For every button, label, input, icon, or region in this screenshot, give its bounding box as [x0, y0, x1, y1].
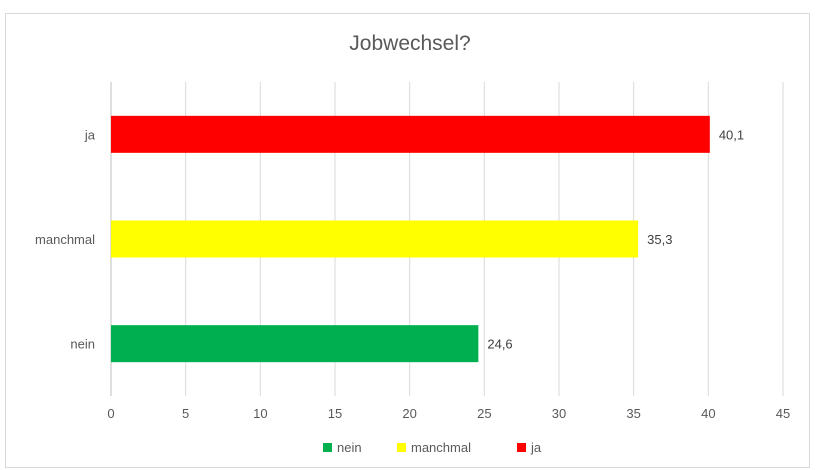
legend-label-ja: ja	[530, 440, 542, 455]
legend-label-manchmal: manchmal	[411, 440, 471, 455]
x-tick-label-15: 15	[328, 406, 342, 421]
x-tick-label-0: 0	[107, 406, 114, 421]
legend-swatch-manchmal	[397, 443, 406, 452]
bar-manchmal	[111, 220, 639, 258]
x-tick-label-30: 30	[552, 406, 566, 421]
x-tick-label-20: 20	[402, 406, 416, 421]
legend-swatch-nein	[323, 443, 332, 452]
chart-title: Jobwechsel?	[349, 32, 470, 55]
x-tick-label-25: 25	[477, 406, 491, 421]
x-tick-label-10: 10	[253, 406, 267, 421]
legend-swatch-ja	[517, 443, 526, 452]
data-label-nein: 24,6	[487, 337, 512, 352]
bars: 24,6 35,3 40,1	[111, 115, 744, 363]
legend: nein manchmal ja	[323, 440, 542, 455]
x-tick-label-45: 45	[776, 406, 790, 421]
legend-label-nein: nein	[337, 440, 362, 455]
category-labels: nein manchmal ja	[35, 127, 96, 351]
bar-nein	[111, 325, 479, 363]
category-label-manchmal: manchmal	[35, 232, 95, 247]
x-tick-label-40: 40	[701, 406, 715, 421]
category-label-nein: nein	[70, 337, 95, 352]
data-label-ja: 40,1	[719, 127, 744, 142]
category-label-ja: ja	[84, 127, 96, 142]
x-tick-label-35: 35	[626, 406, 640, 421]
x-tick-label-5: 5	[182, 406, 189, 421]
bar-ja	[111, 115, 710, 153]
x-axis-ticks: 0 5 10 15 20 25 30 35 40 45	[107, 406, 790, 421]
data-label-manchmal: 35,3	[647, 232, 672, 247]
